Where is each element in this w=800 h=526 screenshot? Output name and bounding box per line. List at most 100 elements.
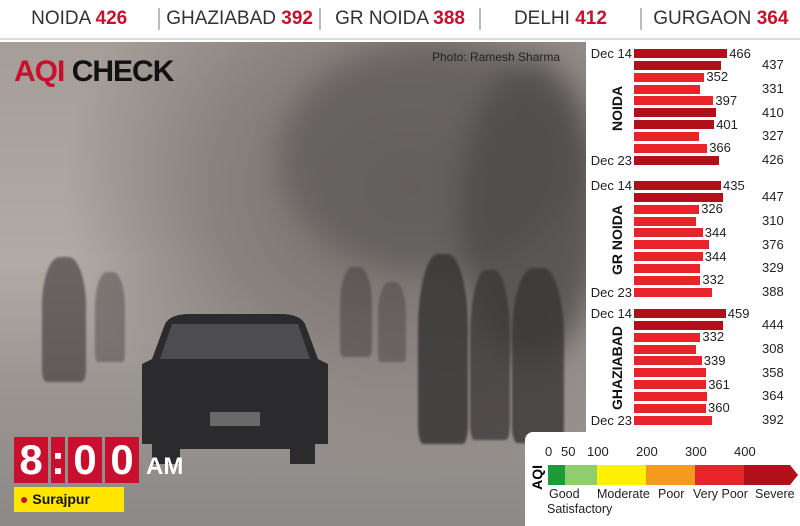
bar [634,391,707,401]
infographic-title: AQI CHECK [14,55,174,88]
bar [634,49,728,58]
bar [634,275,701,285]
bar [634,143,708,153]
bar [634,403,706,413]
scale-tick: 0 [545,444,553,459]
data-label: 358 [762,364,784,380]
group-label: GR NOIDA [609,205,625,275]
data-label: 332 [702,329,725,345]
category-label: Satisfactory [547,502,613,516]
data-label: 364 [762,388,784,404]
bar [634,96,714,106]
data-label: 339 [703,352,726,368]
bar [634,332,701,342]
date-label: Dec 14 [590,46,632,61]
bar [634,415,713,425]
data-label: 344 [704,224,727,240]
car-image [142,314,328,464]
scale-tick: 50 [561,444,576,459]
data-label: 366 [709,140,731,156]
city-noida: NOIDA 426 [0,8,161,30]
aqi-legend: AQI 0 50 100 200 300 400 Good Satisfactory Moder… [525,432,800,526]
location-label: ● Surajpur [14,487,124,512]
scale-segment [565,465,597,485]
data-label: 459 [727,305,750,321]
data-label: 361 [708,376,730,392]
data-label: 397 [715,92,738,108]
data-label: 426 [762,152,784,168]
date-label: Dec 14 [590,306,632,321]
group-label: NOIDA [609,85,625,131]
scale-segment [548,465,565,485]
time-digit: 0 [105,437,139,483]
data-label: 344 [704,248,727,264]
scale-tick: 400 [734,444,756,459]
location-pin-icon: ● [20,491,29,507]
bar [634,108,716,118]
category-label: Very Poor [693,487,748,501]
bar [634,356,702,366]
group-label: GHAZIABAD [609,326,625,410]
data-label: 329 [762,260,784,276]
time-colon: : [51,436,65,483]
data-label: 388 [762,284,784,300]
data-label: 392 [762,412,784,428]
bar [634,204,700,214]
data-label: 435 [723,177,745,193]
data-label: 444 [762,317,784,333]
bar [634,192,724,202]
category-label: Good [549,487,580,501]
bar [634,84,701,94]
bar [634,120,715,130]
photo-credit: Photo: Ramesh Sharma [432,50,561,64]
scale-segment [597,465,646,485]
bar [634,60,722,70]
data-label: 401 [716,116,738,132]
legend-axis-label: AQI [529,465,545,490]
time-digit: 0 [68,437,102,483]
data-label: 326 [701,201,723,217]
data-label: 466 [729,45,751,61]
bar [634,240,710,250]
scale-segment [646,465,695,485]
date-label: Dec 23 [590,152,632,168]
scale-segment [695,465,744,485]
city-gurgaon: GURGAON 364 [653,8,789,29]
date-label: Dec 14 [590,178,632,193]
time-digit: 8 [14,437,48,483]
bar [634,368,706,378]
smog-photo: AQI CHECK Photo: Ramesh Sharma [0,42,586,526]
bar [634,155,720,165]
category-label: Poor [658,487,685,501]
data-label: 310 [762,213,784,229]
bar [634,252,703,262]
bar [634,287,712,297]
data-label: 410 [762,104,784,120]
category-label: Moderate [597,487,650,501]
bar [634,263,700,273]
bar [634,72,705,82]
data-label: 352 [706,69,729,85]
data-label: 331 [762,81,784,97]
data-label: 327 [762,128,784,144]
data-label: 376 [762,236,784,252]
data-label: 447 [762,189,784,205]
aqi-bar-chart: NOIDA Dec 14 Dec 23 466 437 352 331 397 410 401 32… [586,42,800,432]
scale-tick: 100 [587,444,609,459]
city-ghaziabad: GHAZIABAD 392 [160,8,321,30]
data-label: 360 [708,400,730,416]
scale-segment [744,465,790,485]
scale-arrow-icon [790,465,798,485]
bar [634,131,700,141]
bar [634,181,721,190]
data-label: 332 [702,272,725,288]
bar [634,228,703,238]
scale-tick: 300 [685,444,707,459]
data-label: 437 [762,57,784,73]
time-ampm: AM [146,453,184,480]
data-label: 308 [762,341,784,357]
bar [634,320,723,330]
bar [634,344,696,354]
time-display: 8 : 0 0 AM [14,437,183,483]
city-aqi-header: NOIDA 426 GHAZIABAD 392 GR NOIDA 388 DEL… [0,0,800,40]
